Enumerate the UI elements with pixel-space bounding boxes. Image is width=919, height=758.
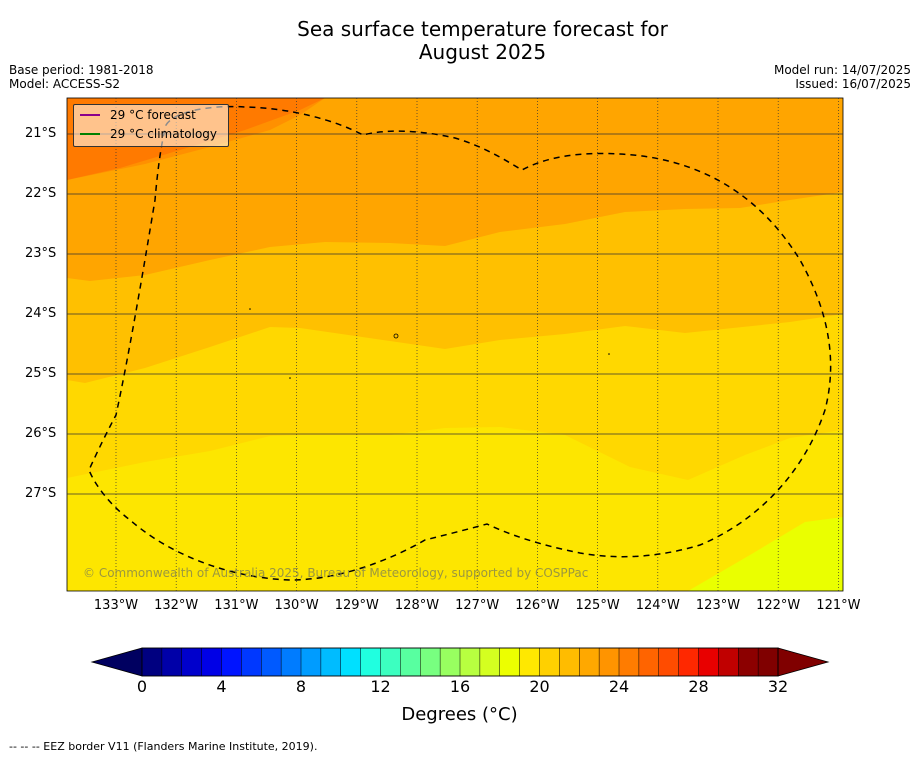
colorbar-cell [459,647,481,677]
colorbar-over-arrow [777,647,830,677]
sst-band-2 [67,98,843,281]
colorbar-cell [539,647,561,677]
colorbar-tick-label: 12 [370,677,391,696]
colorbar-cell [618,647,640,677]
footer-note: -- -- -- EEZ border V11 (Flanders Marine… [9,740,318,753]
colorbar-cell [181,647,203,677]
legend-forecast: 29 °C forecast [80,108,196,122]
colorbar-cell [598,647,620,677]
colorbar-cell [300,647,322,677]
colorbar-tick-label: 0 [136,677,148,696]
legend-climatology-swatch [80,133,100,135]
longitude-label: 130°W [274,598,319,613]
meta-left: Base period: 1981-2018 Model: ACCESS-S2 [9,63,154,91]
colorbar-tick-label: 32 [767,677,789,696]
model-run-text: Model run: 14/07/2025 [773,63,911,77]
colorbar-cell [280,647,302,677]
longitude-label: 123°W [695,598,741,613]
colorbar-cell [698,647,720,677]
legend-climatology-label: 29 °C climatology [110,127,218,141]
colorbar-frame [141,647,779,677]
colorbar-cell [638,647,660,677]
colorbar-cell [658,647,680,677]
colorbar-tick-label: 8 [295,677,307,696]
legend-forecast-label: 29 °C forecast [110,108,196,122]
longitude-label: 133°W [93,598,139,613]
colorbar-label: Degrees (°C) [401,704,518,725]
longitude-label: 128°W [394,598,440,613]
colorbar-tick-label: 28 [688,677,709,696]
colorbar-cell [678,647,700,677]
colorbar-tick-label: 16 [449,677,471,696]
colorbar-cell [559,647,580,677]
colorbar-under-arrow [90,647,143,677]
colorbar-tick-label: 4 [216,677,227,696]
base-period-text: Base period: 1981-2018 [9,63,154,77]
longitude-label: 126°W [515,598,560,613]
colorbar-cell [579,647,600,677]
colorbar [90,647,830,677]
island-marker [393,333,399,339]
colorbar-tick-label: 20 [529,677,550,696]
chart-title: Sea surface temperature forecast for Aug… [0,18,919,64]
longitude-label: 124°W [635,598,680,613]
colorbar-cell [479,647,501,677]
graticule [67,98,843,591]
island-marker [289,377,291,379]
latitude-label: 21°S [25,126,57,141]
colorbar-cell [420,647,441,677]
latitude-label: 22°S [25,186,57,201]
sst-field [67,98,843,591]
colorbar-cell [201,647,223,677]
map-frame [66,97,844,592]
island-marker [249,308,251,310]
colorbar-cell [221,647,243,677]
colorbar-cell [718,647,739,677]
colorbar-cell [320,647,342,677]
latitude-label: 26°S [25,426,57,441]
longitude-label: 131°W [214,598,259,613]
colorbar-cell [439,647,461,677]
model-text: Model: ACCESS-S2 [9,77,121,91]
latitude-label: 23°S [25,246,57,261]
latitude-label: 25°S [25,366,57,381]
colorbar-cell [261,647,282,677]
longitude-label: 122°W [756,598,801,613]
colorbar-cell [499,647,521,677]
longitude-label: 129°W [334,598,379,613]
legend: 29 °C forecast 29 °C climatology [73,104,229,147]
legend-forecast-swatch [80,114,100,116]
colorbar-cell [380,647,402,677]
colorbar-cell [141,647,163,677]
colorbar-tick-label: 24 [608,677,630,696]
island-marker [608,353,610,355]
colorbar-cell [360,647,382,677]
colorbar-cell [241,647,262,677]
longitude-label: 132°W [154,598,199,613]
longitude-label: 121°W [816,598,861,613]
colorbar-cell [400,647,421,677]
colorbar-cell [161,647,183,677]
title-line-1: Sea surface temperature forecast for [297,17,668,41]
latitude-label: 27°S [25,486,57,501]
issued-text: Issued: 16/07/2025 [795,77,911,91]
longitude-label: 127°W [455,598,500,613]
colorbar-cell [519,647,541,677]
meta-right: Model run: 14/07/2025 Issued: 16/07/2025 [774,63,911,91]
colorbar-cell [738,647,759,677]
colorbar-cell [340,647,362,677]
colorbar-cell [757,647,779,677]
latitude-label: 24°S [25,306,57,321]
copyright-text: © Commonwealth of Australia 2025, Bureau… [83,566,589,580]
longitude-label: 125°W [575,598,620,613]
legend-climatology: 29 °C climatology [80,127,217,141]
title-line-2: August 2025 [418,40,547,64]
eez-border [88,105,832,581]
